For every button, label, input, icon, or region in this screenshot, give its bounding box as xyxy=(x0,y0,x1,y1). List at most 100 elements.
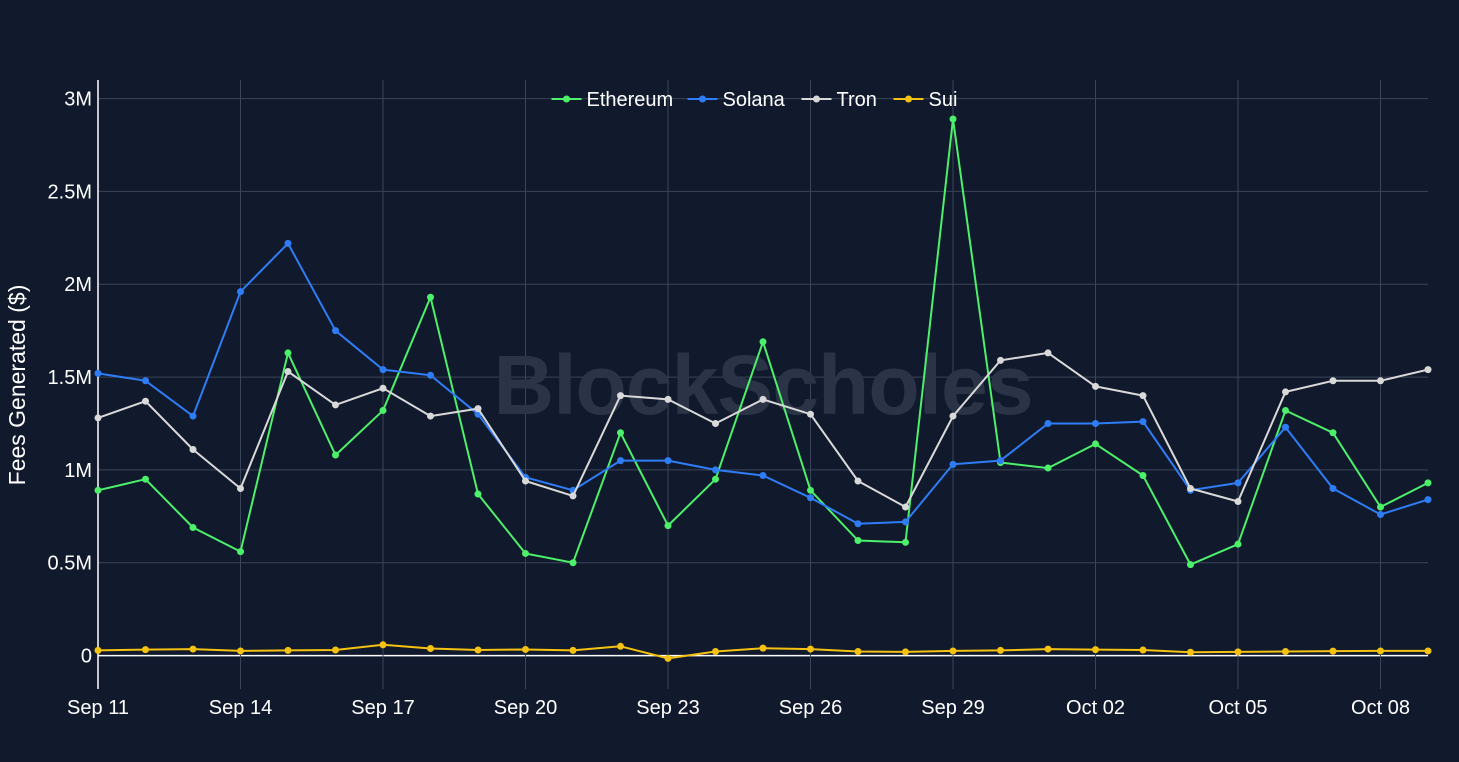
data-point-ethereum xyxy=(94,486,102,494)
data-point-ethereum xyxy=(474,490,482,498)
data-point-solana xyxy=(1377,510,1384,518)
data-point-tron xyxy=(1282,388,1289,396)
data-point-sui xyxy=(997,646,1004,654)
y-axis-title: Fees Generated ($) xyxy=(4,285,30,486)
data-point-ethereum xyxy=(664,522,672,530)
data-point-ethereum xyxy=(1329,429,1337,437)
data-point-solana xyxy=(807,494,814,502)
data-point-tron xyxy=(284,368,292,376)
data-point-solana xyxy=(1044,419,1052,427)
data-point-ethereum xyxy=(379,406,387,414)
data-point-sui xyxy=(1234,648,1242,656)
series-ethereum xyxy=(94,115,1432,569)
data-point-tron xyxy=(854,477,862,485)
data-point-tron xyxy=(1044,349,1052,357)
legend-item-solana[interactable]: Solana xyxy=(687,89,786,111)
series-lines xyxy=(94,115,1432,662)
data-point-sui xyxy=(332,646,339,654)
data-point-sui xyxy=(379,641,387,649)
data-point-tron xyxy=(237,484,244,492)
x-tick-label: Oct 05 xyxy=(1209,697,1268,719)
data-point-sui xyxy=(94,646,102,654)
data-point-tron xyxy=(807,410,814,418)
data-point-solana xyxy=(617,457,624,465)
legend-label: Ethereum xyxy=(587,89,674,111)
data-point-solana xyxy=(664,457,672,465)
y-tick-label: 0 xyxy=(81,646,92,668)
data-point-sui xyxy=(949,647,957,655)
data-point-ethereum xyxy=(569,559,577,567)
data-point-ethereum xyxy=(1092,440,1099,448)
data-point-solana xyxy=(284,239,292,247)
data-point-solana xyxy=(997,457,1004,465)
data-point-solana xyxy=(1234,479,1242,487)
data-point-ethereum xyxy=(1139,471,1147,479)
legend-label: Solana xyxy=(723,89,786,111)
data-point-tron xyxy=(142,397,149,405)
data-point-ethereum xyxy=(1234,540,1242,548)
data-point-ethereum xyxy=(1282,406,1289,414)
data-point-tron xyxy=(332,401,339,409)
legend-swatch-marker xyxy=(813,95,820,103)
data-point-ethereum xyxy=(284,349,292,357)
x-tick-label: Oct 02 xyxy=(1066,697,1125,719)
data-point-solana xyxy=(1139,418,1147,426)
data-point-ethereum xyxy=(142,475,149,483)
data-point-solana xyxy=(332,327,339,335)
data-point-sui xyxy=(617,642,624,650)
data-point-tron xyxy=(522,477,529,485)
data-point-ethereum xyxy=(189,523,197,531)
data-point-solana xyxy=(1282,423,1289,431)
data-point-tron xyxy=(949,412,957,420)
legend[interactable]: Ethereum Solana Tron Sui xyxy=(551,89,958,111)
data-point-sui xyxy=(1044,645,1052,653)
data-point-tron xyxy=(1092,382,1099,390)
data-point-ethereum xyxy=(1424,479,1432,487)
data-point-sui xyxy=(142,646,149,654)
data-point-ethereum xyxy=(237,548,244,556)
data-point-sui xyxy=(1187,648,1194,656)
series-solana xyxy=(94,239,1432,528)
data-point-ethereum xyxy=(332,451,339,459)
series-tron xyxy=(94,349,1432,511)
data-point-ethereum xyxy=(807,486,814,494)
series-sui xyxy=(94,641,1432,662)
legend-swatch-marker xyxy=(905,95,912,103)
data-point-solana xyxy=(237,288,244,296)
legend-label: Sui xyxy=(929,89,958,111)
data-point-tron xyxy=(1234,497,1242,505)
data-point-ethereum xyxy=(712,475,719,483)
data-point-solana xyxy=(712,466,719,474)
x-tick-label: Sep 26 xyxy=(779,697,842,719)
data-point-ethereum xyxy=(854,536,862,544)
data-point-tron xyxy=(1424,366,1432,374)
data-point-ethereum xyxy=(427,293,434,301)
data-point-tron xyxy=(189,445,197,453)
legend-item-ethereum[interactable]: Ethereum xyxy=(551,89,674,111)
grid-lines xyxy=(97,80,1428,689)
data-point-sui xyxy=(759,644,767,652)
data-point-solana xyxy=(142,377,149,385)
legend-item-tron[interactable]: Tron xyxy=(801,89,877,111)
y-tick-label: 2M xyxy=(64,274,92,296)
data-point-sui xyxy=(474,646,482,654)
data-point-sui xyxy=(522,645,529,653)
x-tick-label: Sep 17 xyxy=(351,697,414,719)
data-point-tron xyxy=(569,492,577,500)
x-tick-label: Sep 20 xyxy=(494,697,557,719)
data-point-solana xyxy=(1329,484,1337,492)
data-point-ethereum xyxy=(949,115,957,123)
data-point-ethereum xyxy=(902,538,909,546)
legend-swatch-marker xyxy=(699,95,706,103)
data-point-tron xyxy=(759,395,767,403)
data-point-ethereum xyxy=(617,429,624,437)
data-point-solana xyxy=(189,412,197,420)
data-point-tron xyxy=(427,412,434,420)
watermark-text: BlockScholes xyxy=(494,338,1033,432)
data-point-sui xyxy=(1092,646,1099,654)
legend-item-sui[interactable]: Sui xyxy=(893,89,958,111)
data-point-sui xyxy=(854,647,862,655)
data-point-solana xyxy=(854,520,862,528)
